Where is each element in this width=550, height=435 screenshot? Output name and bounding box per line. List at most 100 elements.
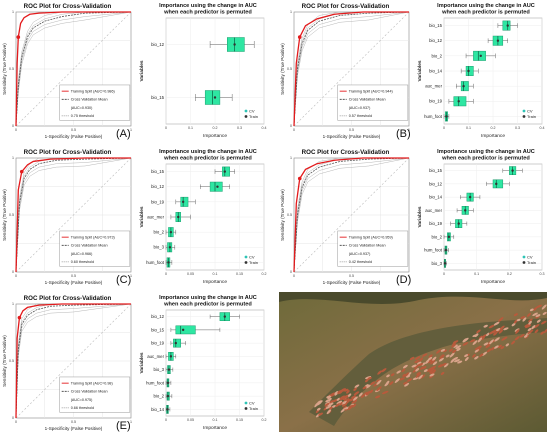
- variable-label: bio_14: [429, 195, 443, 200]
- train-point: [444, 248, 448, 252]
- x-tick-label: 0.15: [236, 418, 243, 422]
- bird-shape: [365, 390, 371, 395]
- legend-label: (AUC=0.975): [71, 398, 93, 402]
- x-tick-label: 0.4: [540, 126, 545, 130]
- cv-fold-curve: [15, 303, 132, 419]
- y-tick-label: 0: [12, 416, 14, 420]
- train-point: [167, 261, 170, 264]
- bird-shape: [431, 369, 436, 375]
- legend-marker: [244, 261, 248, 264]
- bird-shape: [515, 329, 520, 334]
- legend-box: [337, 230, 409, 267]
- bird-shape: [418, 374, 423, 380]
- variable-label: bio_12: [429, 181, 443, 186]
- bird-shape: [528, 318, 533, 323]
- train-point: [169, 355, 173, 358]
- bird-shape: [362, 386, 367, 390]
- bird-shape: [490, 330, 496, 334]
- bird-shape: [414, 365, 419, 369]
- bird-shape: [527, 328, 532, 332]
- roc-chart: ROC Plot for Cross-Validation 1-Specifici…: [2, 3, 132, 139]
- bird-shape: [520, 316, 526, 319]
- bird-shape: [481, 351, 488, 356]
- legend-label: Train: [527, 260, 536, 265]
- bird-flock: [314, 304, 547, 418]
- bird-shape: [453, 344, 458, 348]
- variable-label: hum_foot: [146, 380, 165, 385]
- y-axis-label: Sensitivity (True Positive): [280, 189, 285, 241]
- bird-shape: [474, 346, 481, 350]
- roc-panel-b: ROC Plot for Cross-Validation 1-Specifici…: [278, 0, 413, 140]
- roc-panel-a: ROC Plot for Cross-Validation 1-Specifici…: [0, 0, 135, 140]
- bird-shape: [354, 384, 360, 388]
- cv-fold-curve: [15, 157, 132, 273]
- variable-label: bio_15: [429, 23, 443, 28]
- bird-shape: [429, 371, 434, 374]
- bird-shape: [440, 372, 445, 375]
- bird-shape: [334, 391, 339, 395]
- training-curve: [293, 11, 409, 127]
- bird-shape: [440, 349, 446, 352]
- bird-shape: [414, 360, 420, 364]
- bird-shape: [452, 340, 459, 344]
- x-tick-label: 0.15: [236, 272, 243, 276]
- bird-shape: [367, 376, 372, 380]
- bird-shape: [384, 382, 389, 387]
- variable-label: bio_12: [151, 314, 165, 319]
- train-point: [168, 246, 172, 249]
- y-tick-label: 0.5: [287, 67, 292, 71]
- bird-shape: [430, 360, 435, 365]
- roc-panel-e: ROC Plot for Cross-Validation 1-Specifici…: [0, 292, 135, 432]
- legend-label: Train: [249, 114, 258, 119]
- bird-shape: [534, 329, 539, 334]
- importance-panel-a: Importance using the change in AUC when e…: [138, 0, 270, 140]
- bird-shape: [423, 369, 428, 372]
- y-tick-label: 0.5: [9, 67, 14, 71]
- bird-shape: [436, 349, 442, 354]
- bird-shape: [542, 311, 547, 315]
- variable-label: bio_14: [429, 68, 443, 73]
- chart-title: Importance using the change in AUC: [437, 3, 535, 9]
- variable-label: bio_2: [153, 394, 164, 399]
- bird-shape: [390, 373, 395, 377]
- variable-label: bio_19: [429, 99, 443, 104]
- legend-label: Cross Validation Mean: [71, 390, 108, 394]
- bird-shape: [439, 354, 444, 360]
- training-curve: [15, 11, 131, 127]
- y-axis-label: Variables: [139, 60, 145, 81]
- legend-label: Training Split (AUC=0.959): [349, 235, 393, 239]
- train-point: [223, 315, 226, 318]
- variable-label: bio_3: [431, 261, 442, 266]
- y-tick-label: 0.5: [9, 213, 14, 217]
- bird-shape: [485, 343, 490, 349]
- bird-shape: [336, 397, 341, 401]
- bird-shape: [503, 327, 509, 331]
- bird-shape: [328, 397, 332, 402]
- bird-shape: [343, 388, 349, 392]
- variable-label: bio_19: [151, 341, 165, 346]
- chance-diagonal: [15, 11, 132, 127]
- x-axis-label: Importance: [481, 133, 505, 139]
- x-tick-label: 0.05: [187, 272, 194, 276]
- training-curve: [15, 157, 131, 273]
- bird-shape: [344, 406, 350, 410]
- importance-box: [465, 66, 474, 76]
- bird-shape: [420, 366, 425, 370]
- bird-shape: [540, 331, 545, 335]
- bird-shape: [394, 378, 400, 383]
- chart-title: ROC Plot for Cross-Validation: [302, 3, 390, 10]
- bird-shape: [365, 376, 372, 380]
- cv-fold-curve: [15, 11, 132, 127]
- legend-label: Training Split (AUC=0.973): [71, 235, 115, 239]
- variable-label: bio_2: [431, 234, 442, 239]
- x-tick-label: 0: [165, 418, 167, 422]
- bird-shape: [449, 348, 453, 352]
- chance-diagonal: [15, 303, 132, 419]
- x-tick-label: 0.1: [188, 126, 193, 130]
- bird-shape: [483, 324, 488, 328]
- bird-shape: [401, 368, 406, 373]
- variable-label: auc_mer: [425, 208, 442, 213]
- legend-box: [59, 230, 131, 267]
